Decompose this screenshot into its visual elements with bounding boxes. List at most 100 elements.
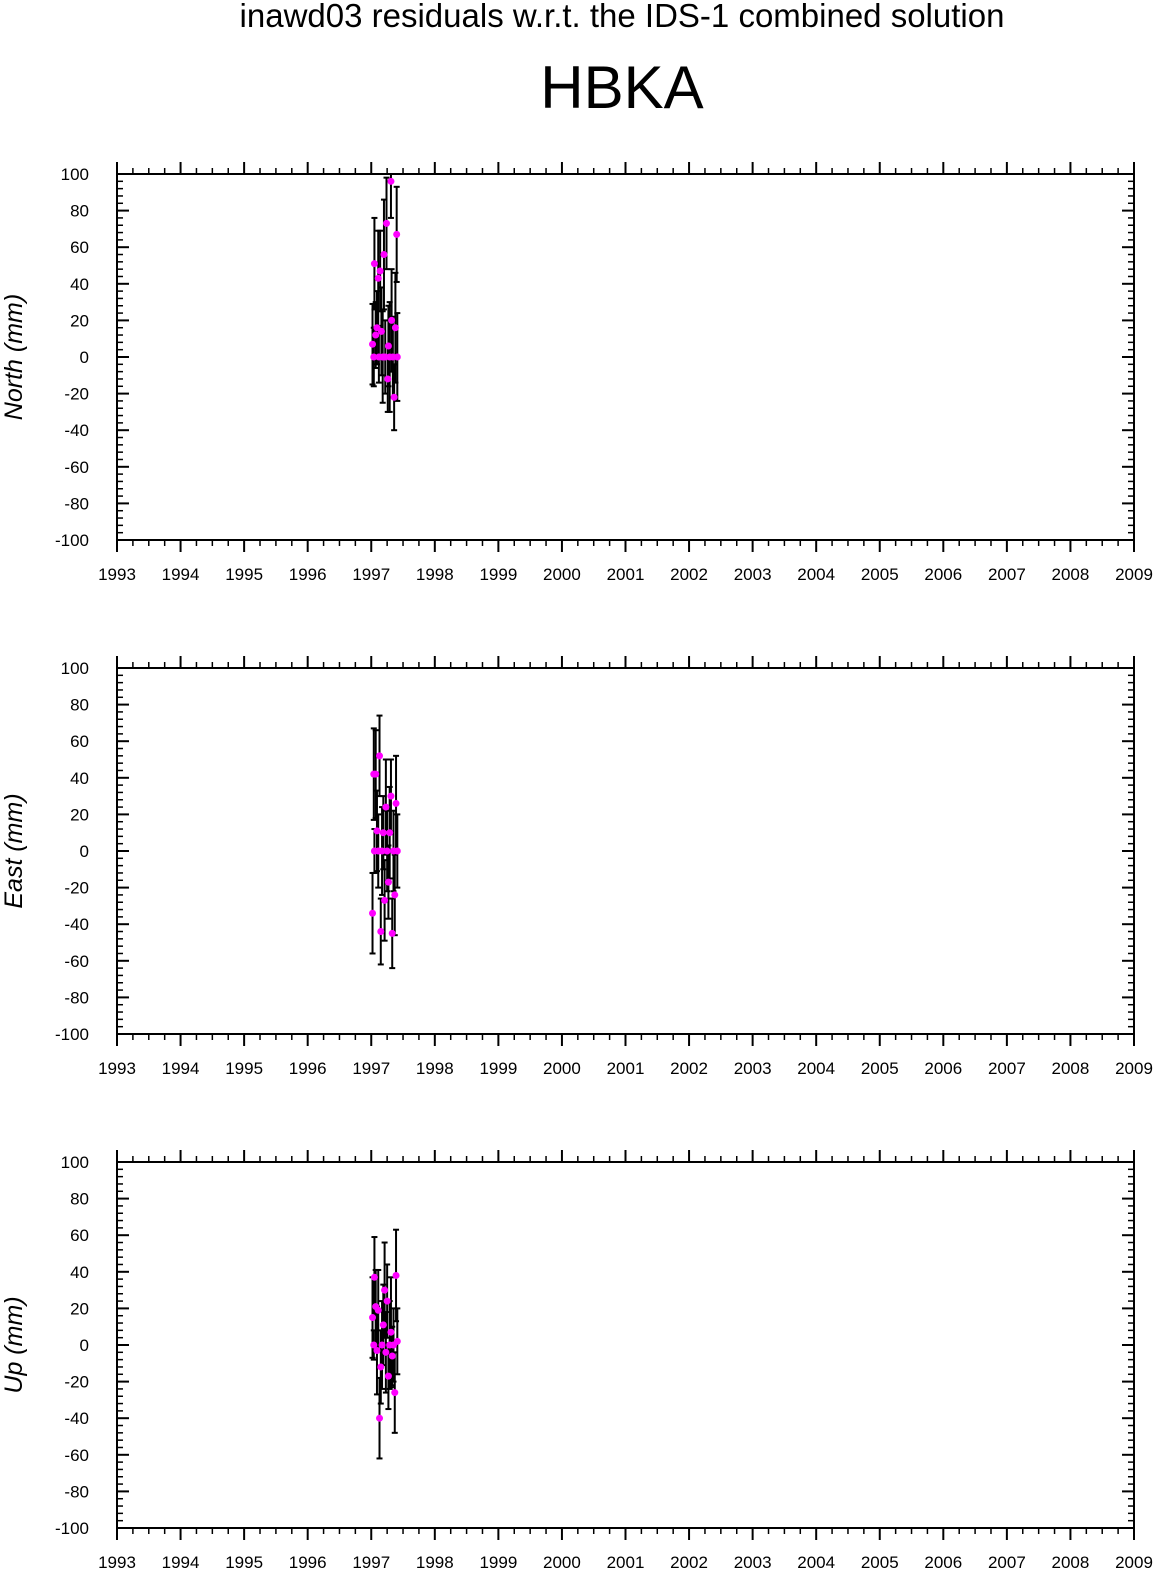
data-point — [387, 792, 395, 800]
data-point — [387, 177, 395, 185]
data-point — [377, 928, 385, 936]
x-tick-label: 1998 — [416, 1059, 454, 1078]
y-axis-label: Up (mm) — [0, 1296, 28, 1393]
x-tick-label: 2003 — [734, 565, 772, 584]
data-point — [384, 375, 392, 383]
x-tick-label: 2002 — [670, 1553, 708, 1572]
x-tick-label: 1994 — [162, 565, 200, 584]
x-tick-label: 1996 — [289, 565, 327, 584]
x-tick-label: 2003 — [734, 1553, 772, 1572]
data-point — [378, 847, 386, 855]
x-tick-label: 1994 — [162, 1059, 200, 1078]
data-point — [373, 827, 381, 835]
x-tick-label: 1993 — [98, 565, 136, 584]
x-tick-label: 1994 — [162, 1553, 200, 1572]
x-tick-label: 1995 — [225, 1059, 263, 1078]
x-tick-label: 2000 — [543, 565, 581, 584]
x-tick-label: 2001 — [607, 565, 645, 584]
data-point — [384, 878, 392, 886]
plot-panels: 1993 1994 1995 1996 1997 1998 1999 2000 2001 2002… — [0, 162, 1153, 1572]
data-point — [369, 909, 377, 917]
x-tick-label: 2004 — [797, 565, 835, 584]
x-tick-label: 2000 — [543, 1553, 581, 1572]
x-tick-label: 2005 — [861, 1553, 899, 1572]
plot-frame — [116, 1161, 1135, 1529]
panel-1: 1993 1994 1995 1996 1997 1998 1999 2000 2001 2002… — [0, 162, 1153, 584]
data-point — [369, 1314, 377, 1322]
y-tick-label: -80 — [64, 494, 89, 513]
panel-3: 1993 1994 1995 1996 1997 1998 1999 2000 2001 2002… — [0, 1150, 1153, 1572]
x-tick-label: 2009 — [1115, 1553, 1153, 1572]
panel-2: 1993 1994 1995 1996 1997 1998 1999 2000 2001 2002… — [0, 656, 1153, 1078]
y-tick-label: 80 — [70, 1190, 89, 1209]
y-tick-label: -100 — [55, 531, 89, 550]
x-tick-label: 1997 — [352, 565, 390, 584]
x-tick-label: 1995 — [225, 565, 263, 584]
data-point — [369, 340, 377, 348]
data-point — [380, 251, 388, 259]
data-point — [370, 353, 378, 361]
data-point — [388, 929, 396, 937]
x-tick-label: 2001 — [607, 1553, 645, 1572]
y-tick-label: -100 — [55, 1025, 89, 1044]
data-point — [383, 847, 391, 855]
data-point — [376, 752, 384, 760]
x-tick-label: 2005 — [861, 1059, 899, 1078]
y-tick-label: -60 — [64, 952, 89, 971]
y-tick-label: 20 — [70, 1299, 89, 1318]
x-tick-label: 2006 — [924, 1553, 962, 1572]
x-tick-label: 2004 — [797, 1553, 835, 1572]
x-tick-label: 2002 — [670, 1059, 708, 1078]
data-point — [382, 803, 390, 811]
data-point — [377, 327, 385, 335]
y-tick-label: 60 — [70, 732, 89, 751]
y-tick-label: 100 — [61, 165, 89, 184]
x-tick-label: 1999 — [479, 565, 517, 584]
x-tick-label: 1998 — [416, 565, 454, 584]
y-tick-label: 60 — [70, 238, 89, 257]
x-tick-label: 2002 — [670, 565, 708, 584]
x-tick-label: 2004 — [797, 1059, 835, 1078]
x-tick-label: 2008 — [1052, 1059, 1090, 1078]
x-tick-label: 2009 — [1115, 1059, 1153, 1078]
data-point — [372, 770, 380, 778]
x-tick-label: 2006 — [924, 565, 962, 584]
x-tick-label: 2000 — [543, 1059, 581, 1078]
data-point — [370, 1341, 378, 1349]
y-tick-label: -40 — [64, 1409, 89, 1428]
data-point — [391, 1389, 399, 1397]
plot-frame — [116, 667, 1135, 1035]
x-tick-label: 1999 — [479, 1553, 517, 1572]
data-point — [393, 230, 401, 238]
data-point — [373, 1346, 381, 1354]
x-tick-label: 2007 — [988, 1059, 1026, 1078]
data-point — [393, 353, 401, 361]
data-point — [382, 1348, 390, 1356]
data-point — [379, 829, 387, 837]
data-point — [393, 847, 401, 855]
y-tick-label: -80 — [64, 1482, 89, 1501]
data-point — [386, 829, 394, 837]
x-tick-label: 1997 — [352, 1059, 390, 1078]
y-tick-label: -20 — [64, 1373, 89, 1392]
y-tick-label: 40 — [70, 769, 89, 788]
x-tick-label: 2007 — [988, 565, 1026, 584]
y-tick-label: 0 — [80, 348, 89, 367]
data-point — [392, 799, 400, 807]
y-tick-label: -20 — [64, 385, 89, 404]
y-tick-label: -100 — [55, 1519, 89, 1538]
x-tick-label: 1996 — [289, 1059, 327, 1078]
data-point — [376, 1414, 384, 1422]
data-point — [388, 316, 396, 324]
x-tick-label: 1999 — [479, 1059, 517, 1078]
x-tick-label: 2007 — [988, 1553, 1026, 1572]
x-tick-label: 2001 — [607, 1059, 645, 1078]
data-point — [374, 1306, 382, 1314]
y-tick-label: 80 — [70, 202, 89, 221]
x-tick-label: 1998 — [416, 1553, 454, 1572]
data-point — [381, 1286, 389, 1294]
data-point — [370, 260, 378, 268]
y-axis-label: North (mm) — [0, 294, 28, 420]
y-tick-label: 40 — [70, 275, 89, 294]
